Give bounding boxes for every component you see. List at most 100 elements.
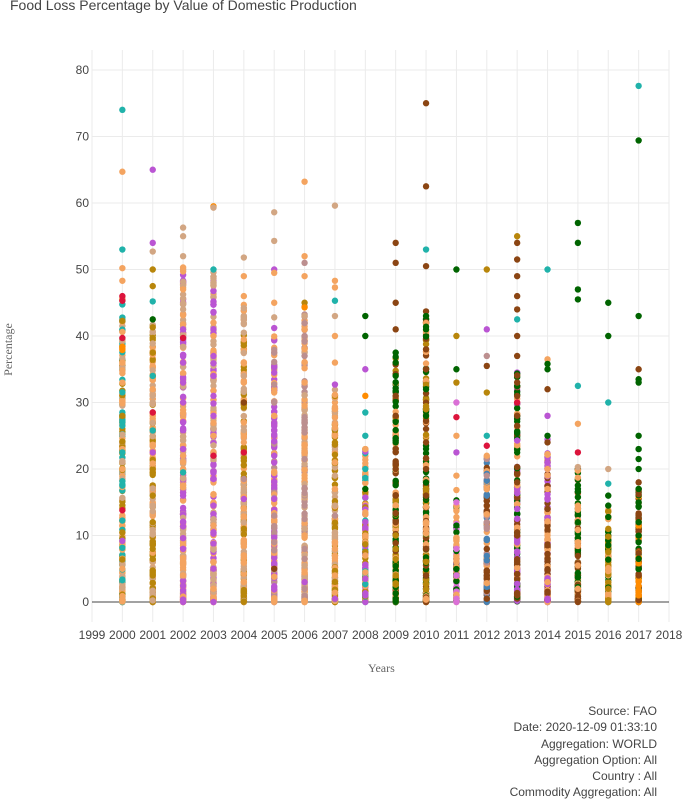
data-point[interactable]	[635, 572, 642, 579]
data-point[interactable]	[574, 449, 582, 456]
data-point[interactable]	[392, 412, 399, 420]
data-point[interactable]	[210, 452, 217, 459]
data-point[interactable]	[513, 292, 521, 300]
data-point[interactable]	[119, 565, 126, 572]
data-point[interactable]	[513, 306, 521, 313]
data-point[interactable]	[513, 272, 521, 280]
data-point[interactable]	[240, 359, 248, 366]
data-point[interactable]	[574, 382, 582, 390]
data-point[interactable]	[513, 399, 521, 406]
data-point[interactable]	[301, 379, 308, 386]
data-point[interactable]	[422, 492, 430, 499]
data-point[interactable]	[483, 472, 490, 479]
data-point[interactable]	[271, 565, 278, 572]
data-point[interactable]	[301, 352, 308, 360]
data-point[interactable]	[635, 366, 642, 373]
data-point[interactable]	[149, 519, 156, 526]
data-point[interactable]	[544, 465, 551, 473]
data-point[interactable]	[240, 495, 248, 503]
data-point[interactable]	[331, 381, 339, 388]
data-point[interactable]	[422, 308, 430, 315]
data-point[interactable]	[240, 336, 248, 343]
data-point[interactable]	[362, 575, 369, 582]
data-point[interactable]	[179, 224, 187, 231]
data-point[interactable]	[392, 439, 399, 446]
data-point[interactable]	[422, 439, 430, 446]
data-point[interactable]	[210, 475, 217, 483]
data-point[interactable]	[635, 479, 642, 486]
data-point[interactable]	[513, 239, 521, 247]
data-point[interactable]	[544, 432, 551, 439]
data-point[interactable]	[513, 479, 521, 486]
data-point[interactable]	[422, 386, 430, 393]
data-point[interactable]	[635, 538, 642, 546]
data-point[interactable]	[301, 272, 308, 280]
data-point[interactable]	[149, 239, 156, 247]
data-point[interactable]	[453, 332, 460, 340]
data-point[interactable]	[635, 312, 642, 320]
data-point[interactable]	[179, 252, 187, 260]
data-point[interactable]	[574, 562, 582, 569]
data-point[interactable]	[149, 469, 156, 476]
data-point[interactable]	[179, 572, 187, 579]
data-point[interactable]	[392, 519, 399, 526]
data-point[interactable]	[574, 538, 582, 546]
data-point[interactable]	[179, 334, 187, 342]
data-point[interactable]	[331, 277, 339, 284]
data-point[interactable]	[453, 595, 460, 602]
data-point[interactable]	[453, 472, 460, 479]
data-point[interactable]	[544, 578, 551, 586]
data-point[interactable]	[544, 485, 551, 493]
data-point[interactable]	[271, 482, 278, 489]
data-point[interactable]	[635, 588, 642, 596]
data-point[interactable]	[149, 572, 156, 579]
data-point[interactable]	[605, 502, 612, 509]
data-point[interactable]	[483, 545, 490, 553]
data-point[interactable]	[331, 359, 339, 366]
data-point[interactable]	[635, 499, 642, 506]
data-point[interactable]	[392, 239, 399, 247]
data-point[interactable]	[301, 259, 308, 267]
data-point[interactable]	[513, 256, 521, 263]
data-point[interactable]	[119, 292, 126, 300]
data-point[interactable]	[149, 349, 156, 356]
data-point[interactable]	[119, 397, 126, 405]
data-point[interactable]	[179, 399, 187, 406]
data-point[interactable]	[179, 379, 187, 386]
data-point[interactable]	[331, 485, 339, 493]
data-point[interactable]	[331, 405, 339, 413]
data-point[interactable]	[544, 412, 551, 420]
data-point[interactable]	[544, 532, 551, 539]
data-point[interactable]	[574, 585, 582, 592]
data-point[interactable]	[483, 352, 490, 360]
data-point[interactable]	[635, 555, 642, 563]
data-point[interactable]	[513, 505, 521, 513]
data-point[interactable]	[392, 259, 399, 267]
data-point[interactable]	[119, 412, 126, 420]
data-point[interactable]	[362, 312, 369, 320]
data-point[interactable]	[210, 298, 217, 305]
data-point[interactable]	[271, 349, 278, 356]
data-point[interactable]	[483, 266, 490, 273]
data-point[interactable]	[240, 254, 248, 261]
data-point[interactable]	[240, 272, 248, 280]
data-point[interactable]	[119, 297, 126, 304]
data-point[interactable]	[210, 529, 217, 536]
data-point[interactable]	[605, 480, 612, 487]
data-point[interactable]	[210, 372, 217, 380]
data-point[interactable]	[605, 525, 612, 533]
data-point[interactable]	[149, 386, 156, 393]
data-point[interactable]	[271, 452, 278, 459]
data-point[interactable]	[331, 572, 339, 579]
data-point[interactable]	[422, 412, 430, 420]
data-point[interactable]	[362, 409, 369, 416]
data-point[interactable]	[605, 548, 612, 556]
data-point[interactable]	[179, 469, 187, 476]
data-point[interactable]	[422, 346, 430, 353]
data-point[interactable]	[422, 545, 430, 553]
data-point[interactable]	[453, 449, 460, 456]
data-point[interactable]	[605, 299, 612, 306]
data-point[interactable]	[149, 409, 156, 416]
data-point[interactable]	[301, 545, 308, 553]
data-point[interactable]	[331, 332, 339, 340]
